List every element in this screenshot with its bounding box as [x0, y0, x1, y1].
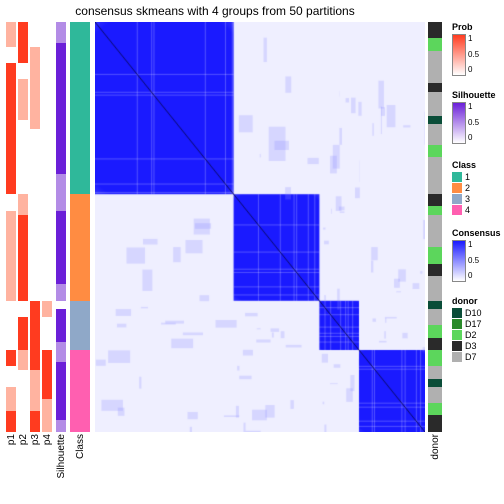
legend-item: 3 — [452, 194, 476, 204]
label-silhouette: Silhouette — [56, 434, 67, 478]
legend-sil: Silhouette10.50 — [452, 90, 496, 144]
label-donor: donor — [430, 434, 441, 460]
donor-track — [428, 22, 442, 432]
legend-donor: donor D10D17D2D3D7 — [452, 296, 482, 363]
track-p1 — [6, 22, 16, 432]
label-p4: p4 — [42, 434, 53, 445]
consensus-heatmap — [95, 22, 425, 432]
label-p1: p1 — [6, 434, 17, 445]
legend-class: Class 1234 — [452, 160, 476, 216]
legend-item: 2 — [452, 183, 476, 193]
legend-item: 1 — [452, 172, 476, 182]
track-p2 — [18, 22, 28, 432]
label-p2: p2 — [18, 434, 29, 445]
legend-title: donor — [452, 296, 482, 306]
track-p4 — [42, 22, 52, 432]
legend-item: D3 — [452, 341, 482, 351]
label-p3: p3 — [30, 434, 41, 445]
track-silhouette — [56, 22, 66, 432]
track-class — [70, 22, 90, 432]
legend-title: Prob — [452, 22, 479, 32]
legend-item: 4 — [452, 205, 476, 215]
legend-consensus: Consensus10.50 — [452, 228, 501, 282]
plot-title: consensus skmeans with 4 groups from 50 … — [0, 4, 430, 18]
legend-title: Class — [452, 160, 476, 170]
legend-item: D10 — [452, 308, 482, 318]
legend-item: D7 — [452, 352, 482, 362]
legend-item: D17 — [452, 319, 482, 329]
legend-title: Silhouette — [452, 90, 496, 100]
legend-title: Consensus — [452, 228, 501, 238]
legend-prob: Prob10.50 — [452, 22, 479, 76]
label-class: Class — [75, 434, 86, 459]
legend-item: D2 — [452, 330, 482, 340]
track-p3 — [30, 22, 40, 432]
